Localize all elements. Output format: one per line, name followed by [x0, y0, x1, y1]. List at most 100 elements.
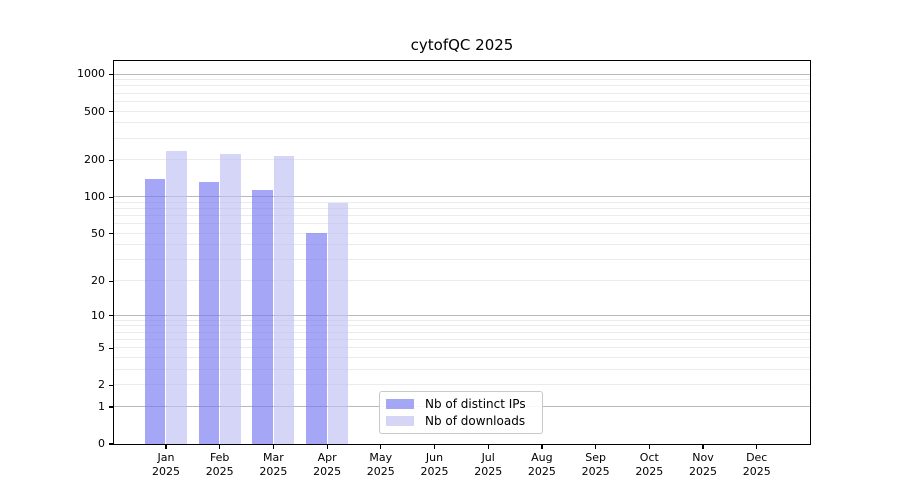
x-tick-mark — [272, 444, 274, 449]
minor-gridline — [114, 137, 810, 139]
x-tick-label: Dec 2025 — [725, 451, 789, 478]
major-gridline — [114, 73, 810, 75]
y-tick-label: 1000 — [77, 67, 105, 81]
x-tick-label-year: 2025 — [313, 464, 342, 478]
x-tick-mark — [326, 444, 328, 449]
x-tick-label-year: 2025 — [474, 464, 503, 478]
legend-label: Nb of distinct IPs — [425, 397, 526, 411]
x-tick-label: Feb 2025 — [188, 451, 252, 478]
bar-downloads — [220, 154, 241, 444]
minor-gridline — [114, 92, 810, 94]
x-tick-label-month: Nov — [692, 451, 714, 464]
x-tick-mark — [541, 444, 543, 449]
gridlines-layer — [114, 61, 810, 444]
x-tick-mark — [219, 444, 221, 449]
x-tick-label-month: Oct — [639, 451, 659, 464]
x-tick-label: Jul 2025 — [456, 451, 520, 478]
y-tick-mark — [108, 347, 114, 349]
y-tick-label: 50 — [91, 226, 105, 240]
bar-downloads — [327, 202, 349, 444]
y-tick-label: 1 — [98, 399, 105, 413]
x-tick-mark — [702, 444, 704, 449]
x-tick-label-month: Jul — [481, 451, 495, 464]
legend-swatch — [386, 416, 414, 426]
minor-gridline — [114, 331, 810, 333]
y-tick-label: 200 — [84, 153, 105, 167]
bar-distinct-ips — [198, 182, 220, 444]
x-tick-label-month: Jan — [157, 451, 175, 464]
minor-gridline — [114, 280, 810, 282]
x-tick-label-year: 2025 — [205, 464, 234, 478]
minor-gridline — [114, 85, 810, 87]
y-tick-label: 0 — [98, 437, 105, 450]
y-tick-mark — [108, 315, 114, 317]
minor-gridline — [114, 259, 810, 261]
bar-distinct-ips — [306, 232, 327, 444]
y-tick-label: 2 — [98, 378, 105, 392]
y-tick-label: 500 — [84, 104, 105, 118]
minor-gridline — [114, 347, 810, 349]
x-tick-label-year: 2025 — [742, 464, 771, 478]
bars-layer — [114, 61, 810, 444]
y-tick-mark — [108, 443, 114, 445]
x-tick-mark — [380, 444, 382, 449]
minor-gridline — [114, 201, 810, 203]
bar-downloads — [273, 155, 295, 444]
minor-gridline — [114, 356, 810, 358]
x-tick-label: Mar 2025 — [241, 451, 305, 478]
x-tick-label: May 2025 — [349, 451, 413, 478]
x-tick-mark — [648, 444, 650, 449]
x-tick-label-month: Aug — [531, 451, 553, 464]
y-tick-label: 10 — [91, 308, 105, 322]
x-tick-label-month: Apr — [317, 451, 337, 464]
y-tick-mark — [108, 384, 114, 386]
x-tick-label-year: 2025 — [527, 464, 556, 478]
minor-gridline — [114, 368, 810, 370]
x-tick-mark — [433, 444, 436, 449]
x-tick-label: Jun 2025 — [403, 451, 467, 478]
minor-gridline — [114, 244, 810, 246]
minor-gridline — [114, 215, 810, 217]
y-tick-mark — [108, 110, 114, 113]
minor-gridline — [114, 384, 810, 386]
x-tick-label-year: 2025 — [689, 464, 718, 478]
major-gridline — [114, 196, 810, 198]
y-tick-label: 100 — [84, 190, 105, 204]
y-tick-mark — [108, 406, 114, 408]
x-tick-label: Apr 2025 — [295, 451, 359, 478]
x-tick-label-month: May — [369, 451, 393, 464]
x-tick-label: Oct 2025 — [617, 451, 681, 478]
x-tick-label: Sep 2025 — [564, 451, 628, 478]
y-tick-label: 20 — [91, 274, 105, 288]
x-tick-label-year: 2025 — [259, 464, 288, 478]
x-tick-mark — [165, 444, 167, 449]
minor-gridline — [114, 122, 810, 124]
legend-item: Nb of downloads — [386, 414, 536, 428]
legend-label: Nb of downloads — [425, 414, 526, 428]
x-tick-label-year: 2025 — [151, 464, 180, 478]
x-tick-label-year: 2025 — [366, 464, 395, 478]
plot-area: Nb of distinct IPs Nb of downloads — [113, 60, 811, 445]
minor-gridline — [114, 100, 810, 102]
y-tick-mark — [108, 233, 114, 235]
bar-distinct-ips — [252, 189, 273, 444]
x-tick-label-month: Dec — [746, 451, 768, 464]
legend-swatch — [386, 399, 414, 409]
x-tick-label-year: 2025 — [581, 464, 610, 478]
x-tick-label: Aug 2025 — [510, 451, 574, 478]
x-tick-label-year: 2025 — [420, 464, 449, 478]
legend: Nb of distinct IPs Nb of downloads — [379, 391, 543, 434]
minor-gridline — [114, 223, 810, 225]
y-tick-mark — [108, 73, 114, 76]
minor-gridline — [114, 325, 810, 327]
minor-gridline — [114, 207, 810, 209]
x-tick-label-year: 2025 — [635, 464, 664, 478]
y-tick-mark — [108, 196, 114, 198]
x-tick-mark — [487, 444, 489, 449]
minor-gridline — [114, 110, 810, 112]
x-tick-label: Jan 2025 — [134, 451, 198, 478]
minor-gridline — [114, 338, 810, 340]
x-tick-label-month: Sep — [585, 451, 606, 464]
y-tick-label: 5 — [98, 341, 105, 355]
bar-downloads — [166, 151, 187, 444]
